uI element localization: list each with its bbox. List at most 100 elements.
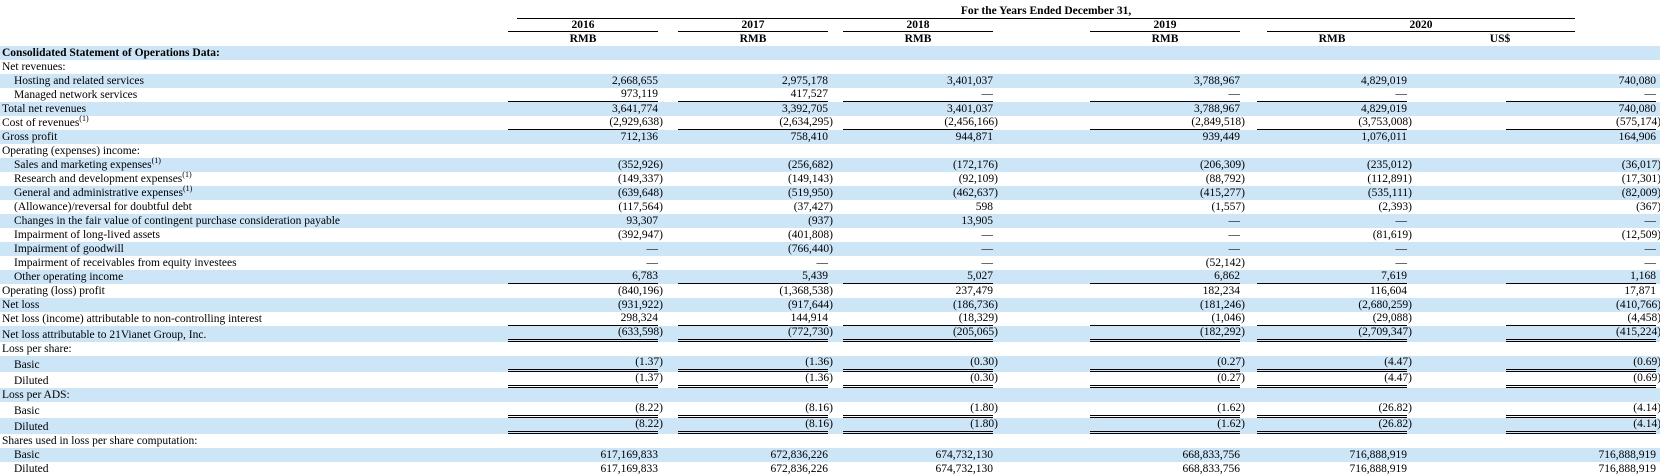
value-cell: (639,648): [480, 186, 663, 200]
table-row: Basic 617,169,833 672,836,226 674,732,130 66…: [0, 448, 1660, 462]
value: [678, 389, 828, 402]
value-cell: (36,017): [1407, 158, 1660, 172]
value: —: [1228, 215, 1241, 227]
value: 2,668,655: [612, 75, 658, 87]
table-row: Impairment of receivables from equity in…: [0, 256, 1660, 270]
value-cell: 740,080: [1407, 74, 1660, 88]
value-cell: 7,619: [1240, 270, 1407, 284]
value: [843, 343, 993, 356]
value-cell: (352,926): [480, 158, 663, 172]
value: (172,176): [952, 159, 998, 171]
value: 13,905: [961, 215, 993, 227]
value: (1.37): [508, 356, 663, 372]
table-row: Consolidated Statement of Operations Dat…: [0, 46, 1660, 60]
row-label: Sales and marketing expenses(1): [14, 156, 161, 171]
value: (117,564): [618, 201, 663, 213]
value: 973,119: [508, 88, 658, 102]
value-cell: (149,337): [480, 172, 663, 186]
value: (462,637): [952, 187, 998, 199]
value-cell: 939,449: [993, 130, 1240, 144]
value-cell: 3,392,705: [658, 102, 828, 116]
value: (18,329): [843, 312, 998, 326]
value-cell: (1.62): [993, 402, 1245, 418]
value: (26.82): [1257, 402, 1412, 418]
value-cell: 617,169,833: [480, 462, 659, 476]
value: (415,277): [1199, 187, 1245, 199]
value: (1.80): [843, 418, 998, 434]
table-row: Hosting and related services 2,668,655 2,9…: [0, 74, 1660, 88]
table-header-years-row: 2016 2017 2018 2019 2020: [0, 19, 1660, 32]
value: [1506, 47, 1656, 60]
value-cell: [1407, 388, 1660, 402]
value-cell: 144,914: [658, 312, 828, 326]
value-cell: (81,619): [1240, 228, 1412, 242]
table-row: Operating (loss) profit (840,196) (1,368,5…: [0, 284, 1660, 298]
value: —: [1644, 243, 1657, 255]
header-spacer: [0, 19, 480, 32]
value: (639,648): [617, 187, 663, 199]
value-cell: (0.30): [828, 356, 998, 372]
table-row: Impairment of long-lived assets (392,947)…: [0, 228, 1660, 242]
value-cell: [1240, 46, 1407, 60]
value-cell: [480, 342, 658, 356]
table-row: Changes in the fair value of contingent …: [0, 214, 1660, 228]
value: [1506, 389, 1656, 402]
value: —: [646, 257, 659, 269]
row-label: Net revenues:: [2, 61, 66, 73]
value-cell: (4.47): [1240, 356, 1412, 372]
value: (206,309): [1199, 159, 1245, 171]
table-row: Gross profit 712,136 758,410 944,871 939,449…: [0, 130, 1660, 144]
value-cell: [993, 46, 1240, 60]
value: —: [1395, 215, 1408, 227]
value: (4.14): [1506, 402, 1660, 418]
value-cell: 716,888,919: [1407, 462, 1660, 476]
value: [678, 61, 828, 74]
value: 5,439: [678, 270, 828, 284]
value: (37,427): [793, 201, 833, 213]
value-cell: (575,174): [1407, 116, 1660, 130]
footnote-marker: (1): [151, 156, 161, 166]
value: [1257, 47, 1407, 60]
row-label: Net loss: [2, 299, 40, 311]
table-row: General and administrative expenses(1) (6…: [0, 185, 1660, 200]
value-cell: [828, 144, 993, 158]
value-cell: [1407, 434, 1660, 448]
value: [1506, 61, 1656, 74]
value-cell: (415,224): [1407, 326, 1660, 342]
value-cell: (1,368,538): [658, 284, 833, 298]
value-cell: (1.80): [828, 402, 998, 418]
row-label: Managed network services: [14, 89, 138, 101]
value-cell: (931,922): [480, 298, 663, 312]
value: [843, 145, 993, 158]
value-cell: (1.62): [993, 418, 1245, 434]
value: [508, 61, 658, 74]
value: (772,730): [678, 326, 833, 342]
value-cell: —: [828, 228, 994, 242]
value-cell: 674,732,130: [828, 448, 994, 462]
value-cell: (37,427): [658, 200, 833, 214]
value: (235,012): [1366, 159, 1412, 171]
value: 3,641,774: [612, 103, 658, 115]
value-cell: (2,929,638): [480, 116, 663, 130]
value-cell: [828, 46, 993, 60]
value: [1257, 145, 1407, 158]
value: 944,871: [955, 131, 993, 143]
value-cell: [1407, 60, 1660, 74]
row-label: Loss per share:: [2, 343, 72, 355]
value-cell: (2,849,518): [993, 116, 1245, 130]
table-row: Cost of revenues(1) (2,929,638) (2,634,295…: [0, 115, 1660, 130]
table-row: Total net revenues 3,641,774 3,392,705 3,40…: [0, 102, 1660, 116]
value-cell: 674,732,130: [828, 462, 994, 476]
value: —: [1644, 257, 1657, 269]
value-cell: (206,309): [993, 158, 1245, 172]
value: (401,808): [787, 229, 833, 241]
value: (1.36): [678, 356, 833, 372]
value-cell: 417,527: [658, 88, 828, 102]
value: (1.80): [843, 402, 998, 418]
value-cell: 740,080: [1407, 102, 1660, 116]
value-cell: [828, 60, 993, 74]
value: 237,479: [955, 285, 993, 297]
value-cell: (4.14): [1407, 418, 1660, 434]
value: —: [1644, 215, 1657, 227]
value-cell: —: [828, 256, 994, 270]
